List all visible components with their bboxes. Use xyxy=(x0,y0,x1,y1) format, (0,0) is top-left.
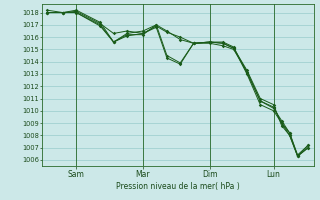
X-axis label: Pression niveau de la mer( hPa ): Pression niveau de la mer( hPa ) xyxy=(116,182,239,191)
